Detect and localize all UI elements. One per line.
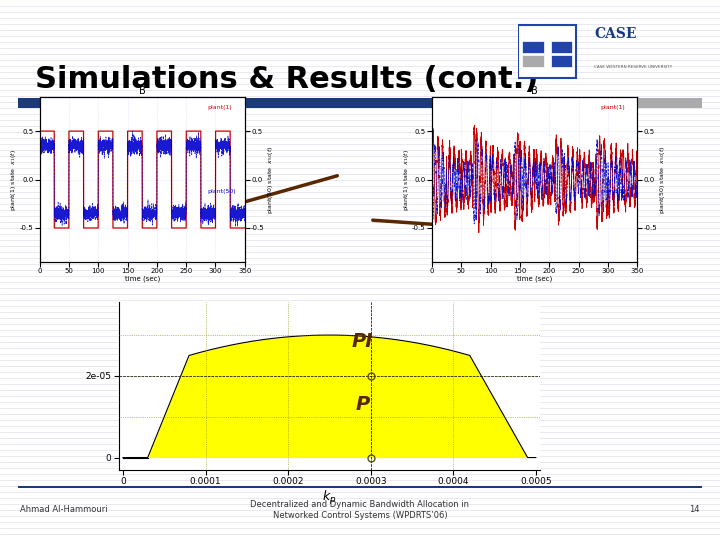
Text: 14: 14	[690, 505, 700, 515]
Text: plant(1): plant(1)	[208, 105, 233, 110]
Title: B: B	[139, 86, 145, 97]
Bar	[518, 25, 576, 78]
X-axis label: time (sec): time (sec)	[125, 275, 160, 282]
Bar	[551, 55, 572, 68]
Text: Decentralized and Dynamic Bandwidth Allocation in
Networked Control Systems (WPD: Decentralized and Dynamic Bandwidth Allo…	[251, 500, 469, 519]
Bar	[522, 55, 544, 68]
Bar	[18, 98, 448, 108]
Text: CASE WESTERN RESERVE UNIVERSITY: CASE WESTERN RESERVE UNIVERSITY	[594, 65, 672, 69]
Text: Simulations & Results (cont.): Simulations & Results (cont.)	[35, 65, 539, 94]
Text: PI: PI	[351, 332, 373, 350]
X-axis label: $k_p$: $k_p$	[323, 489, 336, 507]
Text: plant(50): plant(50)	[600, 188, 629, 194]
Bar	[18, 486, 702, 488]
Title: B: B	[531, 86, 538, 97]
Text: Ahmad Al-Hammouri: Ahmad Al-Hammouri	[20, 505, 107, 515]
Y-axis label: plant(1) state  $x_1(t)$: plant(1) state $x_1(t)$	[402, 148, 410, 211]
Bar	[551, 40, 572, 53]
X-axis label: time (sec): time (sec)	[517, 275, 552, 282]
Bar	[450, 98, 702, 108]
Text: plant(1): plant(1)	[600, 105, 625, 110]
Text: plant(50): plant(50)	[208, 188, 236, 194]
Text: CASE: CASE	[594, 27, 636, 41]
Text: P: P	[355, 395, 369, 414]
Y-axis label: plant(50) state  $x_{50}(t)$: plant(50) state $x_{50}(t)$	[266, 145, 275, 214]
Bar	[522, 40, 544, 53]
Y-axis label: plant(50) state  $x_{50}(t)$: plant(50) state $x_{50}(t)$	[659, 145, 667, 214]
Y-axis label: plant(1) state  $x_1(t)$: plant(1) state $x_1(t)$	[9, 148, 18, 211]
